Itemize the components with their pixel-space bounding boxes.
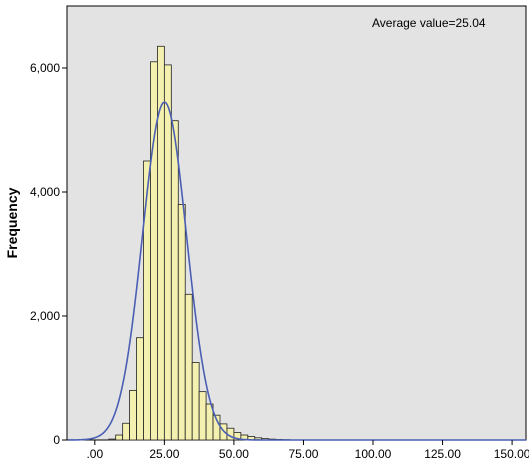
histogram-bar <box>150 61 158 441</box>
y-tick-label: 6,000 <box>30 61 60 75</box>
average-annotation: Average value=25.04 <box>372 16 486 30</box>
y-tick-label: 2,000 <box>30 309 60 323</box>
histogram-bar <box>177 203 186 441</box>
y-axis: 0 2,000 4,000 6,000 <box>30 61 67 447</box>
histogram-bar <box>115 434 124 441</box>
y-axis-label: Frequency <box>4 187 20 258</box>
plot-area <box>66 5 527 441</box>
histogram-bar <box>191 362 200 441</box>
y-tick-label: 0 <box>53 433 60 447</box>
y-tick-label: 4,000 <box>30 185 60 199</box>
x-tick-label: 25.00 <box>149 447 179 461</box>
histogram-bar <box>143 160 151 441</box>
bars-group <box>108 45 290 441</box>
histogram-bar <box>198 391 207 441</box>
x-tick-label: 50.00 <box>219 447 249 461</box>
x-tick-label: 125.00 <box>424 447 461 461</box>
normal-curve <box>68 101 526 441</box>
histogram-bar <box>136 337 144 441</box>
histogram-bar <box>122 422 130 441</box>
x-axis: .00 25.00 50.00 75.00 100.00 125.00 150.00 <box>86 440 529 461</box>
x-tick-label: 100.00 <box>355 447 392 461</box>
x-tick-label: 75.00 <box>288 447 318 461</box>
histogram-bar <box>108 438 117 441</box>
histogram-bar <box>163 64 172 441</box>
histogram-bar <box>184 293 193 441</box>
x-tick-label: 150.00 <box>494 447 529 461</box>
histogram-bar <box>129 389 137 441</box>
histogram-bar <box>170 120 179 441</box>
x-tick-label: .00 <box>86 447 103 461</box>
